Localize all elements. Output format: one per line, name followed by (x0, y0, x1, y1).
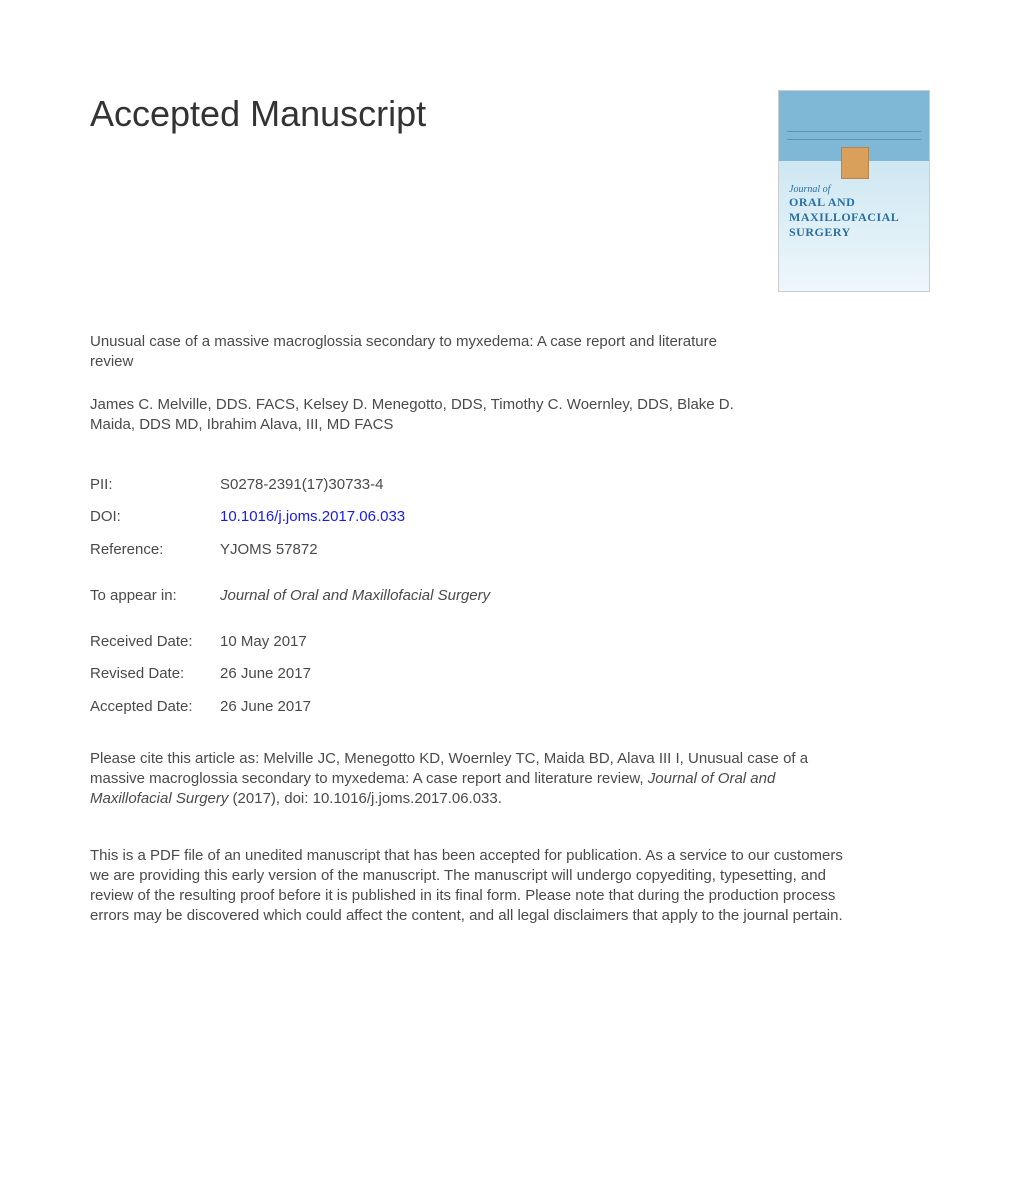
meta-gap (90, 566, 490, 580)
meta-label: Revised Date: (90, 658, 220, 690)
page-heading: Accepted Manuscript (90, 90, 426, 139)
meta-label: Reference: (90, 534, 220, 566)
journal-cover-thumbnail: Journal of ORAL AND MAXILLOFACIAL SURGER… (778, 90, 930, 292)
meta-value: YJOMS 57872 (220, 534, 490, 566)
cover-title-line: ORAL AND (789, 195, 855, 209)
meta-label: DOI: (90, 501, 220, 533)
meta-row-appear: To appear in: Journal of Oral and Maxill… (90, 580, 490, 612)
manuscript-page: Accepted Manuscript Journal of ORAL AND … (0, 0, 1020, 987)
meta-value: S0278-2391(17)30733-4 (220, 469, 490, 501)
cover-journal-title: ORAL AND MAXILLOFACIAL SURGERY (789, 195, 899, 240)
meta-gap (90, 612, 490, 626)
cover-rule (787, 131, 921, 132)
meta-value: 10 May 2017 (220, 626, 490, 658)
meta-value: 26 June 2017 (220, 658, 490, 690)
article-title: Unusual case of a massive macroglossia s… (90, 332, 750, 373)
meta-value: Journal of Oral and Maxillofacial Surger… (220, 580, 490, 612)
meta-row-pii: PII: S0278-2391(17)30733-4 (90, 469, 490, 501)
header-row: Accepted Manuscript Journal of ORAL AND … (90, 90, 930, 292)
metadata-table: PII: S0278-2391(17)30733-4 DOI: 10.1016/… (90, 469, 490, 723)
meta-label: Accepted Date: (90, 691, 220, 723)
meta-label: PII: (90, 469, 220, 501)
doi-link[interactable]: 10.1016/j.joms.2017.06.033 (220, 508, 405, 525)
meta-value: 10.1016/j.joms.2017.06.033 (220, 501, 490, 533)
meta-row-accepted: Accepted Date: 26 June 2017 (90, 691, 490, 723)
cover-bookmark-icon (841, 147, 869, 179)
meta-row-doi: DOI: 10.1016/j.joms.2017.06.033 (90, 501, 490, 533)
disclaimer-text: This is a PDF file of an unedited manusc… (90, 846, 850, 927)
meta-label: To appear in: (90, 580, 220, 612)
meta-row-received: Received Date: 10 May 2017 (90, 626, 490, 658)
header-left: Accepted Manuscript (90, 90, 426, 169)
cover-title-line: MAXILLOFACIAL (789, 210, 899, 224)
cover-title-line: SURGERY (789, 225, 851, 239)
meta-row-reference: Reference: YJOMS 57872 (90, 534, 490, 566)
meta-row-revised: Revised Date: 26 June 2017 (90, 658, 490, 690)
citation-text: Please cite this article as: Melville JC… (90, 749, 850, 810)
meta-label: Received Date: (90, 626, 220, 658)
cover-rule (787, 139, 921, 140)
article-authors: James C. Melville, DDS. FACS, Kelsey D. … (90, 395, 750, 436)
citation-suffix: (2017), doi: 10.1016/j.joms.2017.06.033. (228, 790, 502, 807)
meta-value: 26 June 2017 (220, 691, 490, 723)
